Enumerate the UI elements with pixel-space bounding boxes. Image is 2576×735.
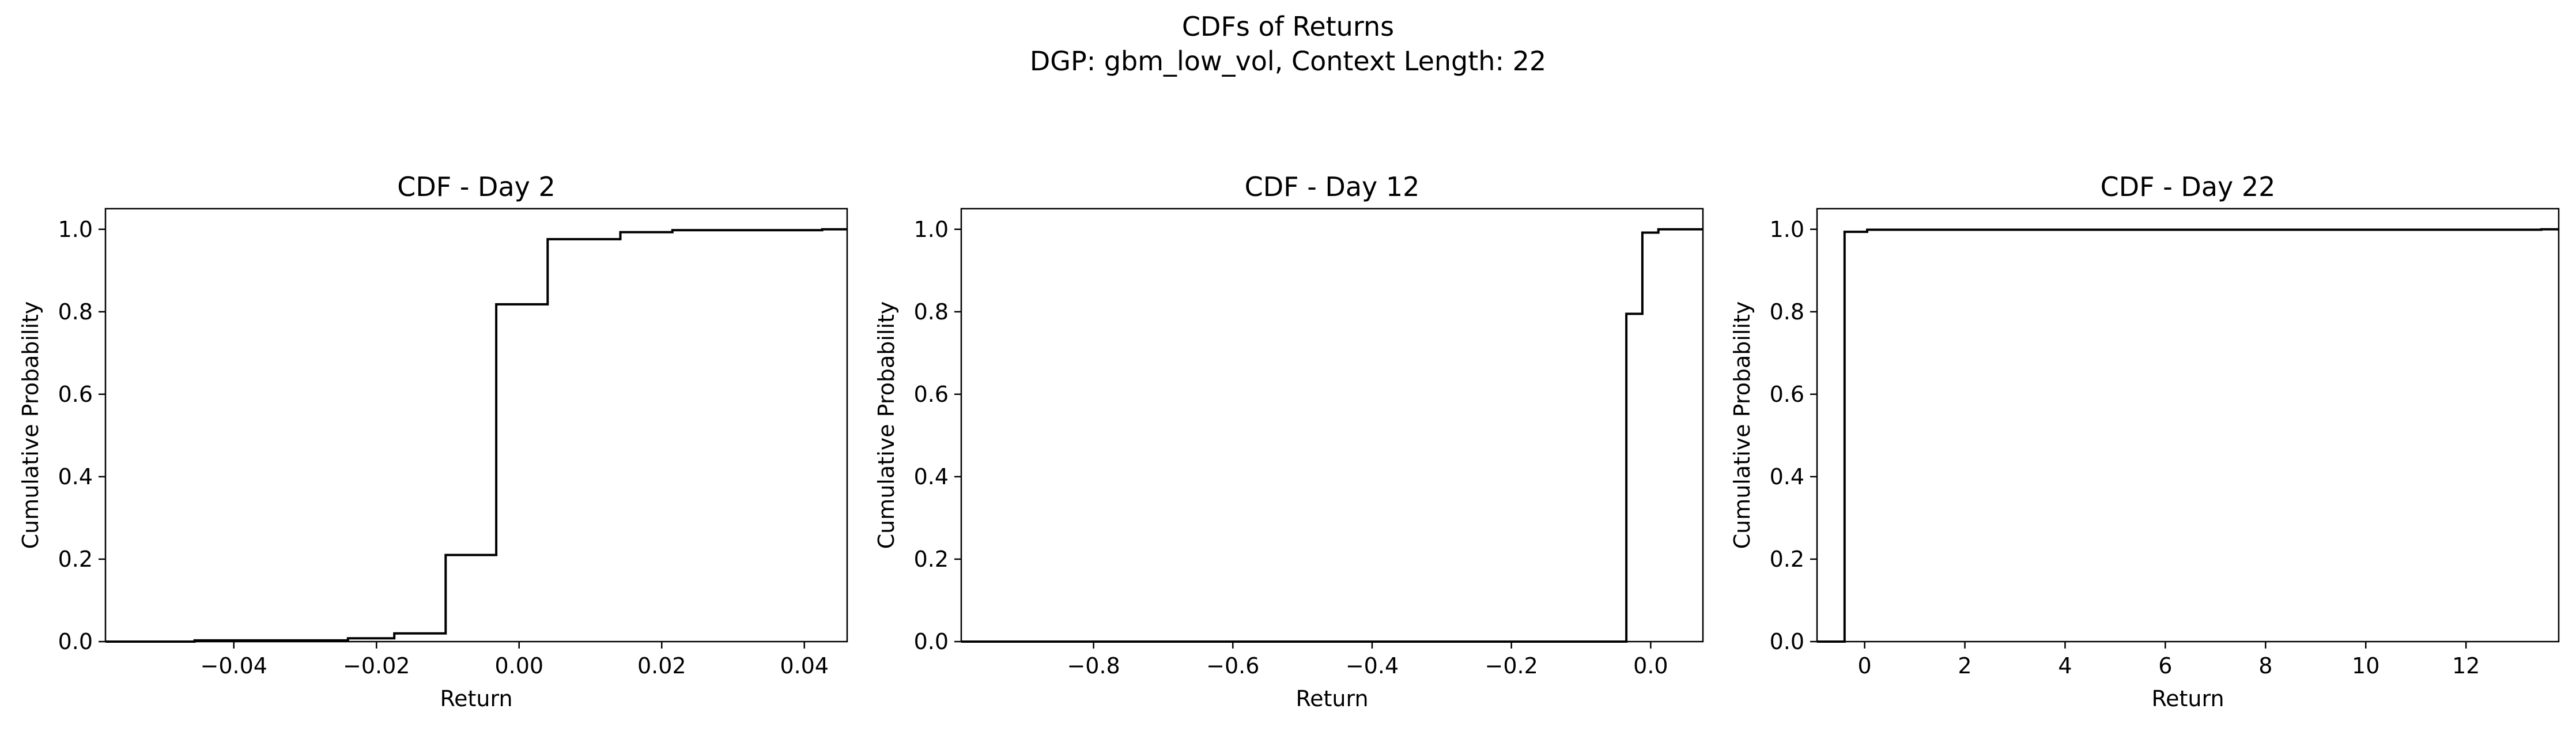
cdf-step-line bbox=[1817, 228, 2559, 643]
y-tick-label: 0.2 bbox=[914, 546, 949, 572]
y-axis-label: Cumulative Probability bbox=[1729, 301, 1755, 549]
axes-frame bbox=[1816, 208, 2560, 643]
x-tick-label: 0 bbox=[1858, 653, 1872, 679]
x-tick-label: −0.04 bbox=[201, 653, 267, 679]
x-tick-label: 12 bbox=[2452, 653, 2480, 679]
chart-title: CDF - Day 12 bbox=[1245, 171, 1420, 202]
x-tick-label: 6 bbox=[2158, 653, 2172, 679]
y-tick-label: 0.6 bbox=[58, 382, 93, 407]
y-tick-label: 1.0 bbox=[914, 217, 949, 242]
x-axis-label: Return bbox=[2151, 686, 2224, 711]
chart-panels: −0.04 −0.02 0.00 0.02 0.040.00.20.40.60.81.0… bbox=[18, 171, 2560, 711]
chart-title: CDF - Day 2 bbox=[397, 171, 556, 202]
y-tick-label: 0.8 bbox=[914, 299, 949, 325]
figure-suptitle: CDFs of Returns bbox=[1182, 11, 1394, 42]
y-tick-label: 0.8 bbox=[58, 299, 93, 325]
y-axis-label: Cumulative Probability bbox=[18, 301, 43, 549]
y-tick-label: 1.0 bbox=[58, 217, 93, 242]
y-tick-label: 0.4 bbox=[58, 464, 93, 489]
y-tick-label: 1.0 bbox=[1770, 217, 1804, 242]
x-tick-label: 0.04 bbox=[780, 653, 829, 679]
x-tick-label: −0.8 bbox=[1067, 653, 1120, 679]
y-tick-label: 0.0 bbox=[58, 629, 93, 654]
y-tick-label: 0.4 bbox=[1770, 464, 1804, 489]
axes-frame bbox=[960, 208, 1704, 643]
x-tick-label: −0.2 bbox=[1485, 653, 1538, 679]
x-tick-label: 10 bbox=[2352, 653, 2379, 679]
y-tick-label: 0.2 bbox=[58, 546, 93, 572]
chart-panel-1: −0.04 −0.02 0.00 0.02 0.04 0.0 0.2 0.4 0.6 0.8 1.0… bbox=[18, 171, 848, 711]
x-tick-label: 4 bbox=[2058, 653, 2072, 679]
x-axis-label: Return bbox=[1295, 686, 1368, 711]
x-tick-label: 2 bbox=[1958, 653, 1971, 679]
x-tick-label: 8 bbox=[2258, 653, 2272, 679]
x-tick-label: −0.6 bbox=[1206, 653, 1259, 679]
chart-panel-2: −0.8 −0.6 −0.4 −0.2 0.0 0.0 0.2 0.4 0.6 0.8 1.0 CDF… bbox=[874, 171, 1704, 711]
y-axis-label: Cumulative Probability bbox=[874, 301, 899, 549]
y-tick-label: 0.0 bbox=[1770, 629, 1804, 654]
y-tick-label: 0.6 bbox=[914, 382, 949, 407]
chart-panel-3: 0 2 4 6 8 10 12 0.0 0.2 0.4 0.6 0.8 1.0 CDF - Day 22 R… bbox=[1729, 171, 2560, 711]
chart-title: CDF - Day 22 bbox=[2101, 171, 2276, 202]
y-tick-label: 0.8 bbox=[1770, 299, 1804, 325]
cdf-step-line bbox=[961, 228, 1703, 643]
x-axis-label: Return bbox=[440, 686, 512, 711]
x-tick-label: −0.4 bbox=[1346, 653, 1399, 679]
axes-frame bbox=[104, 208, 848, 643]
y-tick-label: 0.2 bbox=[1770, 546, 1804, 572]
y-tick-label: 0.4 bbox=[914, 464, 949, 489]
x-tick-label: 0.0 bbox=[1633, 653, 1668, 679]
x-tick-label: 0.02 bbox=[637, 653, 686, 679]
cdf-step-line bbox=[105, 228, 847, 643]
y-tick-label: 0.6 bbox=[1770, 382, 1804, 407]
x-tick-label: 0.00 bbox=[494, 653, 543, 679]
x-tick-label: −0.02 bbox=[343, 653, 410, 679]
figure-subtitle: DGP: gbm_low_vol, Context Length: 22 bbox=[1030, 46, 1546, 77]
y-tick-label: 0.0 bbox=[914, 629, 949, 654]
